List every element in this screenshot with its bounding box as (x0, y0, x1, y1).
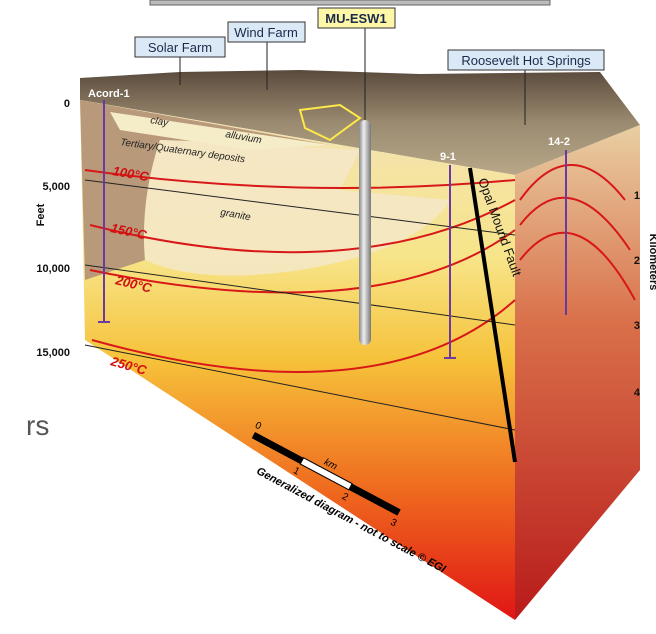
scale-tick: 1 (291, 465, 301, 478)
scale-segment (299, 457, 353, 491)
axis-tick: 0 (64, 98, 70, 110)
label: Solar Farm (148, 40, 212, 55)
main-well (359, 120, 371, 345)
axis-title: Feet (35, 203, 47, 226)
section-lines (84, 179, 516, 431)
label-box (134, 36, 226, 58)
well-label: Acord-1 (88, 88, 130, 100)
fault (468, 167, 517, 463)
well-label: 9-1 (440, 151, 456, 163)
axis-title: Kilometers (647, 234, 656, 291)
wells (98, 100, 567, 359)
unit-label: clay (149, 115, 169, 129)
label: MU-ESW1 (325, 11, 386, 26)
surface (80, 70, 640, 175)
axis-tick: 4 (634, 387, 641, 399)
text-fragment: rs (26, 410, 49, 441)
scale-tick: 0 (253, 420, 263, 433)
isotherm-label: 100°C (111, 163, 150, 184)
label: Roosevelt Hot Springs (461, 53, 591, 68)
scale-segment (251, 432, 304, 465)
top-frame (149, 0, 551, 6)
lease-outline (298, 103, 362, 142)
axis-tick: 1 (634, 190, 640, 202)
axis-tick: 3 (634, 320, 640, 332)
axis-tick: 15,000 (36, 347, 70, 359)
axis-tick: 5,000 (42, 181, 70, 193)
label: Wind Farm (234, 25, 298, 40)
axis-tick: 2 (634, 255, 640, 267)
side-face (515, 125, 640, 620)
label-box (227, 21, 306, 43)
isotherm-lines (84, 164, 636, 373)
sediments (80, 100, 330, 280)
scale-segment (348, 483, 401, 516)
label-box (317, 7, 396, 29)
unit-label: granite (219, 207, 251, 223)
scale-tick: 3 (388, 517, 398, 530)
scale-tick: 2 (340, 491, 350, 504)
alluvium-body (110, 112, 330, 150)
granite-body (144, 140, 450, 276)
axis-tick: 10,000 (36, 263, 70, 275)
label-box (447, 49, 605, 71)
well-label: 14-2 (548, 136, 570, 148)
